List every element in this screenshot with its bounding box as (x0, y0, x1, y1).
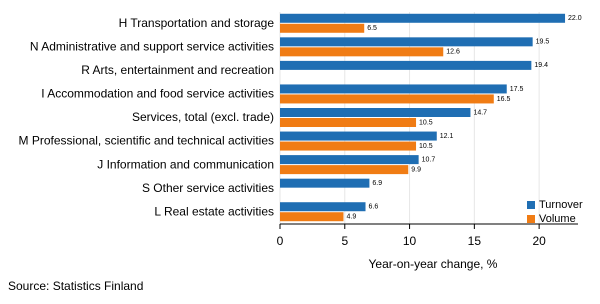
value-label: 9.9 (411, 166, 421, 173)
x-tick-label: 5 (341, 234, 348, 248)
bar (280, 165, 409, 175)
legend-swatch (527, 201, 535, 209)
legend-label: Turnover (539, 199, 583, 211)
legend-swatch (527, 215, 535, 223)
x-tick-label: 0 (277, 234, 284, 248)
y-tick-label: N Administrative and support service act… (30, 40, 274, 54)
bar (280, 23, 365, 33)
y-tick-label: Services, total (excl. trade) (132, 110, 274, 124)
bar (280, 60, 532, 70)
bar (280, 13, 566, 23)
x-tick-label: 15 (468, 234, 482, 248)
y-tick-label: R Arts, entertainment and recreation (81, 63, 274, 77)
y-tick-label: J Information and communication (97, 157, 274, 171)
value-label: 22.0 (568, 15, 582, 22)
bar (280, 94, 494, 104)
value-label: 12.6 (446, 49, 460, 56)
value-label: 16.5 (497, 96, 511, 103)
bar (280, 212, 344, 222)
bar (280, 47, 444, 57)
bar (280, 37, 533, 47)
value-label: 19.4 (534, 62, 548, 69)
bar (280, 108, 471, 117)
value-label: 10.5 (419, 143, 433, 150)
y-tick-label: M Professional, scientific and technical… (19, 134, 274, 148)
y-tick-label: S Other service activities (142, 181, 274, 195)
value-label: 12.1 (440, 133, 454, 140)
value-label: 17.5 (510, 86, 524, 93)
x-tick-label: 10 (403, 234, 417, 248)
value-label: 14.7 (473, 109, 487, 116)
legend-label: Volume (539, 213, 576, 225)
value-label: 4.9 (346, 214, 356, 221)
y-tick-label: L Real estate activities (154, 204, 274, 218)
value-label: 6.9 (372, 180, 382, 187)
value-label: 19.5 (536, 39, 550, 46)
bar (280, 84, 507, 94)
y-tick-label: I Accommodation and food service activit… (41, 87, 274, 101)
x-axis-label: Year-on-year change, % (369, 257, 498, 271)
bar (280, 202, 366, 212)
bar (280, 131, 437, 141)
value-label: 6.5 (367, 25, 377, 32)
source: Source: Statistics Finland (8, 279, 143, 293)
x-tick-label: 20 (532, 234, 546, 248)
bar (280, 155, 419, 165)
bar (280, 118, 417, 127)
bar (280, 178, 370, 188)
value-label: 10.7 (422, 156, 436, 163)
value-label: 10.5 (419, 119, 433, 126)
bar (280, 141, 417, 151)
value-label: 6.6 (369, 204, 379, 211)
y-tick-label: H Transportation and storage (119, 16, 275, 30)
